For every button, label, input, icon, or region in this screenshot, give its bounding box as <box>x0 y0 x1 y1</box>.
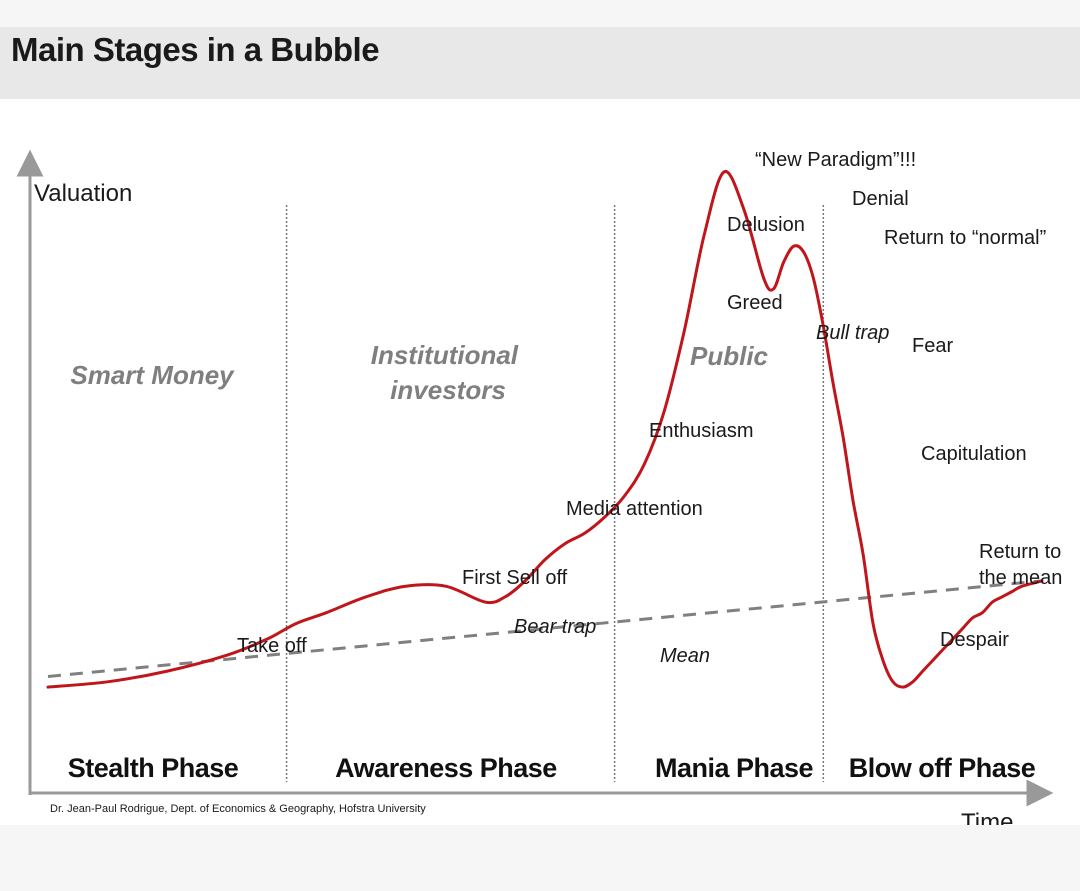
group-label-smart-money: Smart Money <box>70 360 235 390</box>
annotation-media-attention: Media attention <box>566 498 703 520</box>
annotation-despair: Despair <box>940 629 1009 651</box>
annotation-new-paradigm: “New Paradigm”!!! <box>755 149 916 171</box>
chart-canvas: Main Stages in a Bubble Valuation Time S… <box>0 27 1080 825</box>
annotation-bull-trap: Bull trap <box>816 322 889 344</box>
source-credit: Dr. Jean-Paul Rodrigue, Dept. of Economi… <box>50 803 426 815</box>
annotation-return-to-normal: Return to “normal” <box>884 227 1046 249</box>
group-label-public: Public <box>690 341 769 371</box>
annotation-fear: Fear <box>912 335 953 357</box>
y-axis-label: Valuation <box>34 180 132 207</box>
annotation-delusion: Delusion <box>727 214 805 236</box>
phase-label-stealth: Stealth Phase <box>68 753 239 783</box>
phase-label-mania: Mania Phase <box>655 753 814 783</box>
annotation-first-sell-off: First Sell off <box>462 567 568 589</box>
bubble-curve <box>46 170 1044 689</box>
page-title: Main Stages in a Bubble <box>11 31 380 68</box>
x-axis-label: Time <box>961 809 1013 825</box>
annotation-return-to-the-mean-line2: the mean <box>979 567 1062 589</box>
annotation-return-to-the-mean: Return to the mean <box>979 541 1067 589</box>
bubble-chart: Valuation Time Smart Money Institutional… <box>16 149 1067 825</box>
group-label-institutional-line2: investors <box>390 375 506 405</box>
title-bar: Main Stages in a Bubble <box>0 27 1080 99</box>
annotation-mean: Mean <box>660 645 710 667</box>
annotation-bear-trap: Bear trap <box>514 616 596 638</box>
group-label-institutional-line1: Institutional <box>371 340 519 370</box>
phase-label-awareness: Awareness Phase <box>335 753 557 783</box>
annotation-denial: Denial <box>852 188 909 210</box>
phase-label-blow-off: Blow off Phase <box>849 753 1036 783</box>
annotation-greed: Greed <box>727 292 783 314</box>
annotation-return-to-the-mean-line1: Return to <box>979 541 1061 563</box>
annotation-capitulation: Capitulation <box>921 443 1027 465</box>
group-label-institutional: Institutional investors <box>371 340 526 405</box>
annotation-take-off: Take off <box>237 635 307 657</box>
annotation-enthusiasm: Enthusiasm <box>649 420 754 442</box>
